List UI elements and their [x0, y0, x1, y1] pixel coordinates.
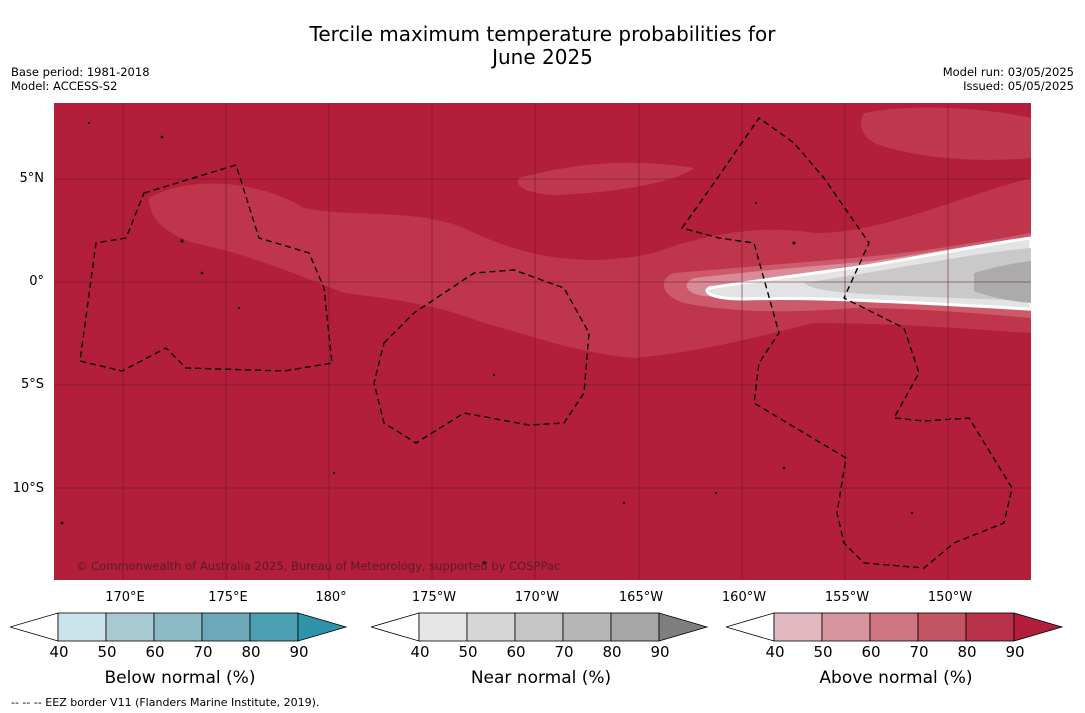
model-name: Model: ACCESS-S2: [11, 79, 118, 93]
lat-label-5s: 5°S: [20, 377, 44, 392]
cbar-segment: [917, 612, 967, 642]
issued-date: Issued: 05/05/2025: [963, 79, 1074, 93]
lon-label-175e: 175°E: [208, 590, 248, 605]
lon-label-170e: 170°E: [105, 590, 145, 605]
eez-borders: [79, 117, 1013, 569]
map-title-line1: Tercile maximum temperature probabilitie…: [309, 22, 776, 46]
cbar-below-tick-50: 50: [97, 643, 117, 661]
lon-label-150w: 150°W: [927, 590, 973, 605]
cbar-below-tick-40: 40: [49, 643, 69, 661]
band-70-80-east: [861, 107, 1031, 160]
cbar-near-tick-40: 40: [410, 643, 430, 661]
cbar-segment: [610, 612, 660, 642]
probability-map: [54, 103, 1031, 580]
cbar-above-tick-80: 80: [957, 643, 977, 661]
cbar-extend-high: [1013, 612, 1064, 642]
cbar-below-tick-60: 60: [145, 643, 165, 661]
cbar-near-tick-50: 50: [458, 643, 478, 661]
cbar-segment: [201, 612, 251, 642]
cbar-segment: [105, 612, 155, 642]
eez-line-phoenix: [680, 117, 1013, 569]
map-title-line2: June 2025: [492, 45, 593, 69]
cbar-above-tick-40: 40: [765, 643, 785, 661]
model-run: Model run: 03/05/2025: [942, 65, 1074, 79]
colorbar-near-swatches: [371, 612, 709, 642]
lon-label-160w: 160°W: [721, 590, 767, 605]
cbar-extend-high: [297, 612, 348, 642]
lon-label-175w: 175°W: [411, 590, 457, 605]
cbar-segment: [249, 612, 299, 642]
cbar-segment: [153, 612, 203, 642]
cbar-near-tick-90: 90: [650, 643, 670, 661]
lat-label-10s: 10°S: [12, 481, 44, 496]
cbar-near-tick-80: 80: [602, 643, 622, 661]
colorbar-near-label: Near normal (%): [470, 668, 612, 688]
cbar-segment: [869, 612, 919, 642]
eez-kiribati-gilberts: [79, 164, 333, 372]
colorbar-above-label: Above normal (%): [819, 668, 973, 688]
cbar-extend-low: [726, 612, 775, 642]
cbar-above-tick-90: 90: [1005, 643, 1025, 661]
lon-label-180: 180°: [315, 590, 347, 605]
meta-right: Model run: 03/05/2025 Issued: 05/05/2025: [943, 65, 1074, 93]
base-period: Base period: 1981-2018: [11, 65, 150, 79]
map-credit: © Commonwealth of Australia 2025, Bureau…: [76, 559, 561, 573]
lon-label-170w: 170°W: [514, 590, 560, 605]
cbar-segment: [965, 612, 1015, 642]
lat-label-0: 0°: [29, 274, 44, 289]
eez-howland: [373, 269, 590, 444]
lat-label-5n: 5°N: [19, 171, 45, 186]
colorbar-below-label: Below normal (%): [104, 668, 256, 688]
cbar-below-tick-70: 70: [193, 643, 213, 661]
cbar-above-tick-60: 60: [861, 643, 881, 661]
cbar-above-tick-50: 50: [813, 643, 833, 661]
cbar-extend-low: [10, 612, 59, 642]
cbar-near-tick-60: 60: [506, 643, 526, 661]
lon-label-155w: 155°W: [824, 590, 870, 605]
band-70-80: [149, 178, 1031, 358]
islands: [60, 121, 914, 565]
cbar-segment: [821, 612, 871, 642]
gridlines: [54, 103, 1031, 580]
colorbar-below-normal: [10, 612, 350, 642]
cbar-segment: [466, 612, 516, 642]
cbar-extend-high: [658, 612, 709, 642]
cbar-segment: [514, 612, 564, 642]
colorbar-near-normal: [371, 612, 711, 642]
cbar-segment: [562, 612, 612, 642]
colorbar-above-normal: [726, 612, 1066, 642]
cbar-below-tick-80: 80: [241, 643, 261, 661]
cbar-extend-low: [371, 612, 420, 642]
colorbar-above-swatches: [726, 612, 1064, 642]
cbar-segment: [773, 612, 823, 642]
cbar-segment: [418, 612, 468, 642]
cbar-above-tick-70: 70: [909, 643, 929, 661]
meta-left: Base period: 1981-2018 Model: ACCESS-S2: [11, 65, 150, 93]
colorbar-below-swatches: [10, 612, 348, 642]
eez-footnote: -- -- -- EEZ border V11 (Flanders Marine…: [11, 696, 320, 709]
cbar-below-tick-90: 90: [289, 643, 309, 661]
lon-label-165w: 165°W: [618, 590, 664, 605]
cbar-segment: [57, 612, 107, 642]
cbar-near-tick-70: 70: [554, 643, 574, 661]
